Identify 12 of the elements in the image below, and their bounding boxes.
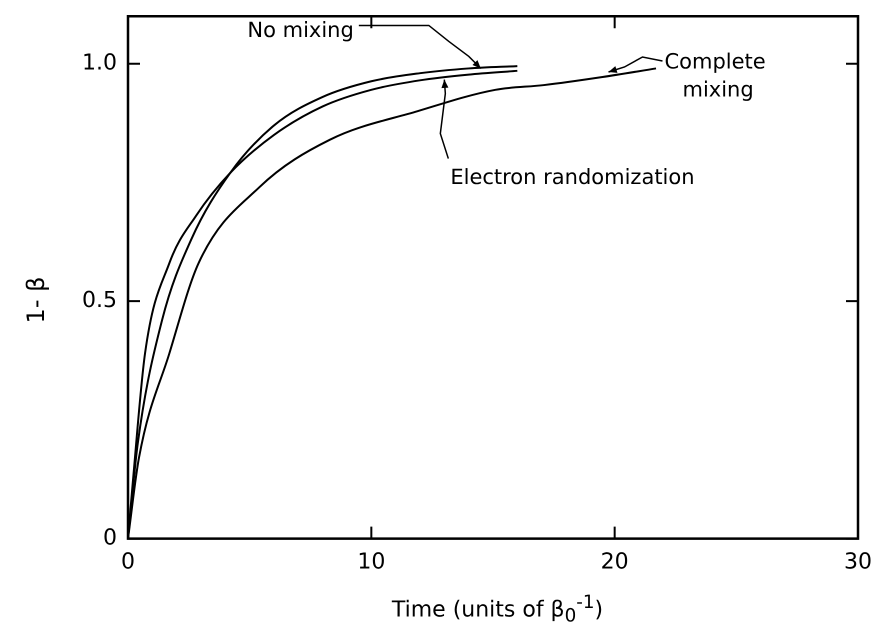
x-tick-label: 10 [357, 550, 386, 575]
y-tick-label: 1.0 [82, 50, 117, 76]
x-tick-label: 30 [844, 550, 872, 575]
annotation: Complete mixing [664, 49, 766, 102]
x-tick-label: 0 [121, 550, 135, 575]
x-axis-title: Time (units of β$_{0}$$^{-1}$) [390, 592, 604, 627]
x-tick-label: 20 [600, 550, 629, 575]
annotation: No mixing [247, 18, 354, 42]
y-tick-label: 0.5 [82, 288, 117, 313]
y-tick-label: 0 [103, 525, 117, 550]
annotation: Electron randomization [450, 165, 695, 190]
y-axis-title: 1- β [22, 276, 50, 324]
